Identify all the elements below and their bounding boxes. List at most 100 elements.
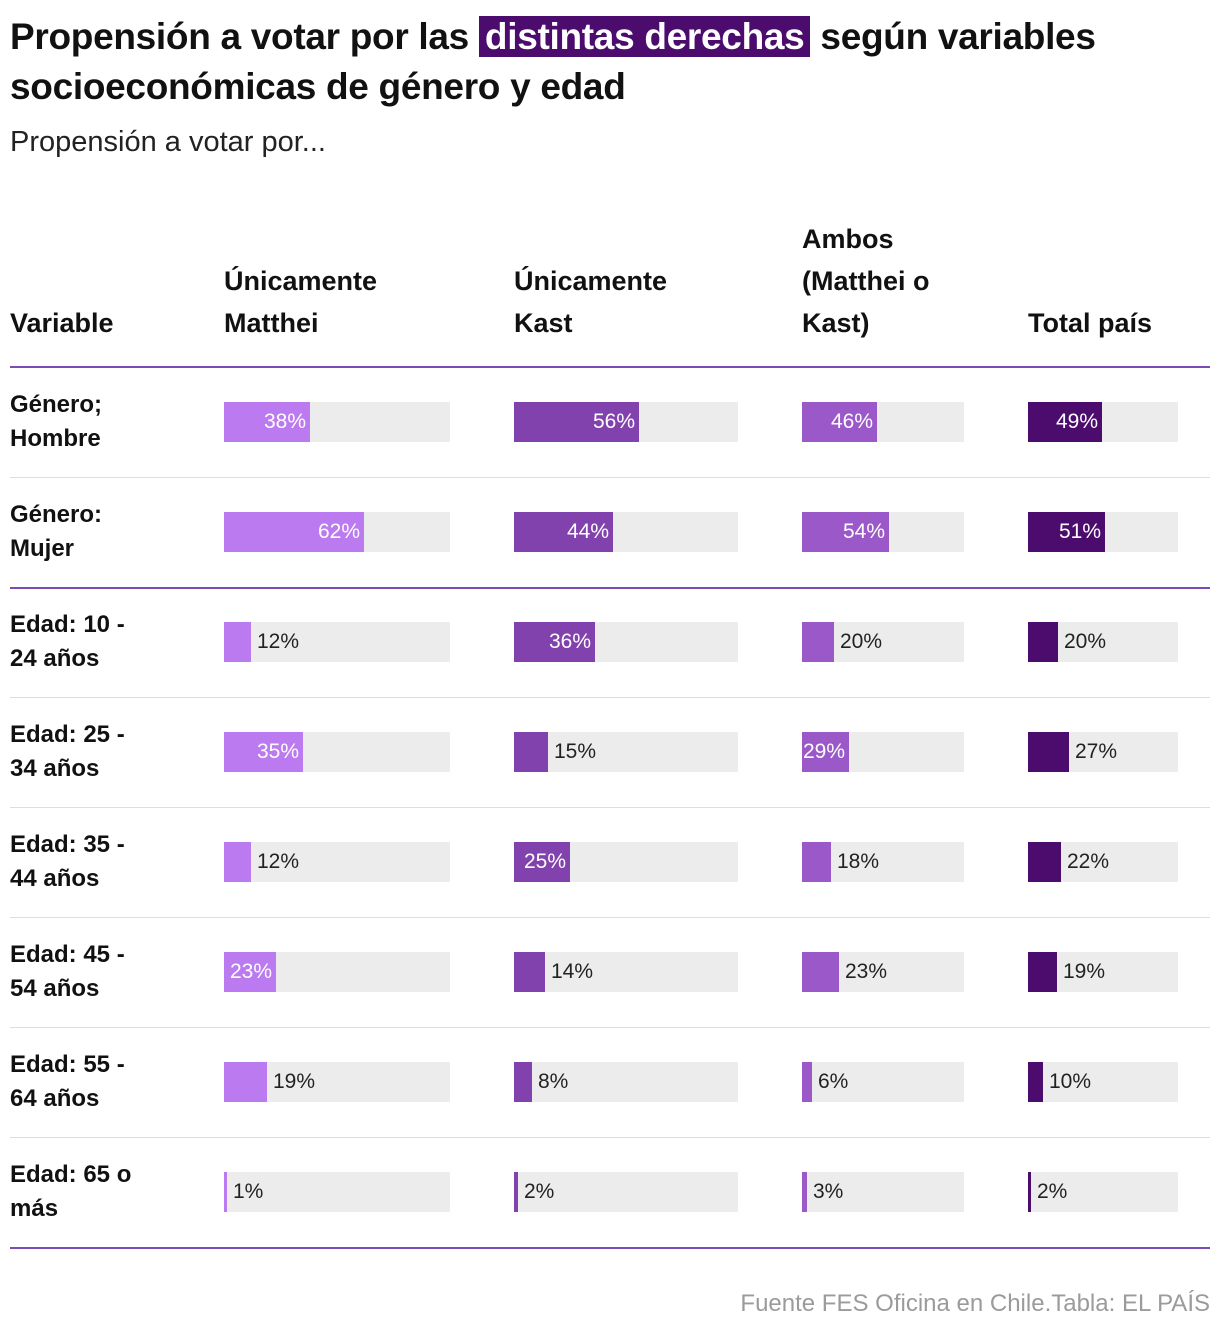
bar-value-label: 46% <box>830 410 873 433</box>
bar-track-kast: 56% <box>514 402 738 442</box>
column-header-matthei: Únicamente Matthei <box>224 260 377 344</box>
bar-track-matthei: 35% <box>224 732 450 772</box>
bar-ambos <box>802 1172 807 1212</box>
bar-track-matthei: 19% <box>224 1062 450 1102</box>
row-label: Género; Hombre <box>10 388 210 456</box>
bar-track-matthei: 38% <box>224 402 450 442</box>
bar-kast <box>514 1172 518 1212</box>
bar-track-kast: 25% <box>514 842 738 882</box>
row-label: Edad: 65 o más <box>10 1158 210 1226</box>
row-label-line: 24 años <box>10 645 100 672</box>
bar-value-label: 35% <box>256 740 299 763</box>
bar-matthei <box>224 842 251 882</box>
bar-track-kast: 8% <box>514 1062 738 1102</box>
bar-value-label: 54% <box>842 520 885 543</box>
column-header-line: Únicamente <box>514 266 668 296</box>
row-divider <box>10 807 1210 808</box>
row-label-line: 44 años <box>10 865 100 892</box>
bar-value-label: 56% <box>592 410 635 433</box>
bar-kast <box>514 732 548 772</box>
bar-value-label: 25% <box>523 850 566 873</box>
bar-value-label: 19% <box>273 1070 316 1093</box>
row-label-line: 34 años <box>10 755 100 782</box>
bar-total <box>1028 402 1102 442</box>
bar-track-ambos: 54% <box>802 512 964 552</box>
bar-track-ambos: 29% <box>802 732 964 772</box>
bar-track-total: 22% <box>1028 842 1178 882</box>
bar-ambos <box>802 1062 812 1102</box>
bar-track-ambos: 3% <box>802 1172 964 1212</box>
bar-kast <box>514 402 639 442</box>
bar-track-matthei: 23% <box>224 952 450 992</box>
row-label-line: Mujer <box>10 535 75 562</box>
bar-value-label: 62% <box>317 520 360 543</box>
bar-value-label: 23% <box>229 960 272 983</box>
bar-track-total: 20% <box>1028 622 1178 662</box>
bar-value-label: 29% <box>802 740 845 763</box>
bar-ambos <box>802 732 849 772</box>
bar-total <box>1028 622 1058 662</box>
bar-track-ambos: 23% <box>802 952 964 992</box>
title-text-before: Propensión a votar por las <box>10 16 479 57</box>
row-label: Edad: 35 - 44 años <box>10 828 210 896</box>
bar-value-label: 19% <box>1063 960 1106 983</box>
bar-value-label: 12% <box>257 630 300 653</box>
bar-matthei <box>224 952 276 992</box>
bar-value-label: 36% <box>548 630 591 653</box>
header-divider <box>10 366 1210 368</box>
bar-track-ambos: 20% <box>802 622 964 662</box>
bar-track-total: 27% <box>1028 732 1178 772</box>
bar-value-label: 10% <box>1049 1070 1092 1093</box>
bar-track-kast: 15% <box>514 732 738 772</box>
bar-value-label: 20% <box>840 630 883 653</box>
bar-track-total: 19% <box>1028 952 1178 992</box>
bar-track-total: 10% <box>1028 1062 1178 1102</box>
row-label-line: Hombre <box>10 425 101 452</box>
bar-total <box>1028 1062 1043 1102</box>
bar-total <box>1028 952 1057 992</box>
bar-track-kast: 36% <box>514 622 738 662</box>
bar-value-label: 8% <box>538 1070 569 1093</box>
bar-kast <box>514 952 545 992</box>
row-label: Edad: 10 - 24 años <box>10 608 210 676</box>
bar-value-label: 14% <box>551 960 594 983</box>
bar-matthei <box>224 1062 267 1102</box>
bar-ambos <box>802 842 831 882</box>
column-header-line: Matthei <box>224 308 319 338</box>
row-divider <box>10 917 1210 918</box>
bar-kast <box>514 1062 532 1102</box>
row-divider <box>10 697 1210 698</box>
bar-track-matthei: 12% <box>224 842 450 882</box>
table-bottom-rule <box>10 1247 1210 1249</box>
column-header-line: Kast <box>514 308 573 338</box>
column-header-line: (Matthei o <box>802 266 930 296</box>
bar-kast <box>514 622 595 662</box>
row-divider <box>10 477 1210 478</box>
row-label: Edad: 45 - 54 años <box>10 938 210 1006</box>
row-label-line: Edad: 65 o <box>10 1161 132 1188</box>
title-highlight: distintas derechas <box>478 16 811 57</box>
bar-ambos <box>802 402 877 442</box>
bar-track-kast: 44% <box>514 512 738 552</box>
bar-kast <box>514 512 613 552</box>
column-header-line: Únicamente <box>224 266 378 296</box>
bar-matthei <box>224 622 251 662</box>
row-label: Edad: 25 - 34 años <box>10 718 210 786</box>
bar-track-kast: 14% <box>514 952 738 992</box>
bar-matthei <box>224 402 310 442</box>
bar-ambos <box>802 952 839 992</box>
bar-value-label: 2% <box>524 1180 555 1203</box>
bar-value-label: 22% <box>1067 850 1110 873</box>
bar-value-label: 6% <box>818 1070 849 1093</box>
column-header-line: Variable <box>10 308 114 338</box>
title-text-after: según variables socioeconómicas de géner… <box>10 16 1096 107</box>
bar-value-label: 44% <box>566 520 609 543</box>
bar-value-label: 49% <box>1055 410 1098 433</box>
bar-matthei <box>224 1172 227 1212</box>
bar-kast <box>514 842 570 882</box>
bar-value-label: 1% <box>233 1180 264 1203</box>
row-label-line: 64 años <box>10 1085 100 1112</box>
column-header-total: Total país <box>1028 302 1152 344</box>
bar-value-label: 12% <box>257 850 300 873</box>
bar-value-label: 18% <box>837 850 880 873</box>
